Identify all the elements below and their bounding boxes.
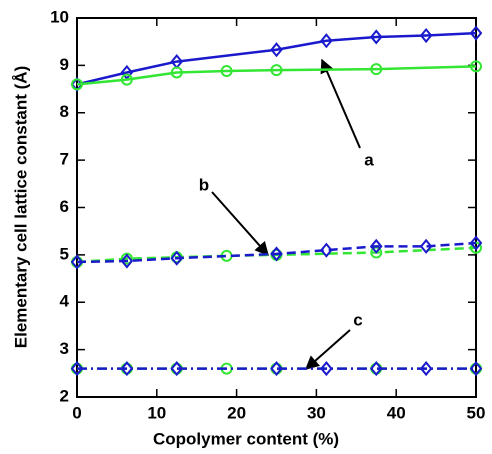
marker <box>270 42 283 58</box>
marker <box>419 238 433 254</box>
y-tick-label: 7 <box>60 150 69 169</box>
marker <box>369 238 383 254</box>
marker <box>370 63 383 76</box>
y-tick-label: 4 <box>60 292 70 311</box>
x-tick-label: 0 <box>72 403 81 422</box>
marker <box>71 78 83 91</box>
arrow <box>211 191 269 257</box>
x-tick-label: 50 <box>467 403 486 422</box>
y-tick-label: 2 <box>60 386 69 405</box>
marker <box>70 254 84 270</box>
annotation: a <box>364 150 374 169</box>
y-tick-label: 10 <box>50 7 69 26</box>
marker <box>70 361 84 377</box>
arrow <box>304 329 351 370</box>
x-tick-label: 40 <box>387 403 406 422</box>
marker <box>469 235 483 251</box>
marker <box>469 25 483 41</box>
y-tick-label: 8 <box>60 102 69 121</box>
series-line <box>76 31 477 86</box>
marker <box>469 361 483 377</box>
series-line <box>76 65 477 86</box>
marker <box>419 27 433 44</box>
marker <box>369 361 383 377</box>
marker <box>120 73 133 86</box>
marker <box>320 242 333 258</box>
marker <box>270 361 283 377</box>
y-tick-label: 6 <box>60 197 69 216</box>
y-tick-label: 5 <box>60 244 69 263</box>
series-line <box>76 241 477 264</box>
y-axis-label: Elementary cell lattice constant (Å) <box>11 66 30 348</box>
marker <box>170 361 184 377</box>
marker <box>270 246 283 262</box>
marker <box>369 29 383 45</box>
marker <box>320 33 333 49</box>
annotation: c <box>353 310 362 329</box>
marker <box>120 253 134 269</box>
marker <box>470 60 482 73</box>
marker <box>270 64 283 77</box>
y-tick-label: 9 <box>60 55 69 74</box>
marker <box>170 66 183 79</box>
x-tick-label: 10 <box>147 403 166 422</box>
x-axis-label: Copolymer content (%) <box>153 429 339 448</box>
x-tick-label: 20 <box>227 403 246 422</box>
marker <box>320 361 333 377</box>
marker <box>470 241 482 254</box>
marker <box>419 361 433 377</box>
arrow <box>320 58 361 149</box>
x-tick-label: 30 <box>307 403 326 422</box>
marker <box>120 361 134 377</box>
y-tick-label: 3 <box>60 339 69 358</box>
annotation: b <box>199 175 209 194</box>
marker <box>170 250 184 266</box>
marker <box>220 65 233 78</box>
